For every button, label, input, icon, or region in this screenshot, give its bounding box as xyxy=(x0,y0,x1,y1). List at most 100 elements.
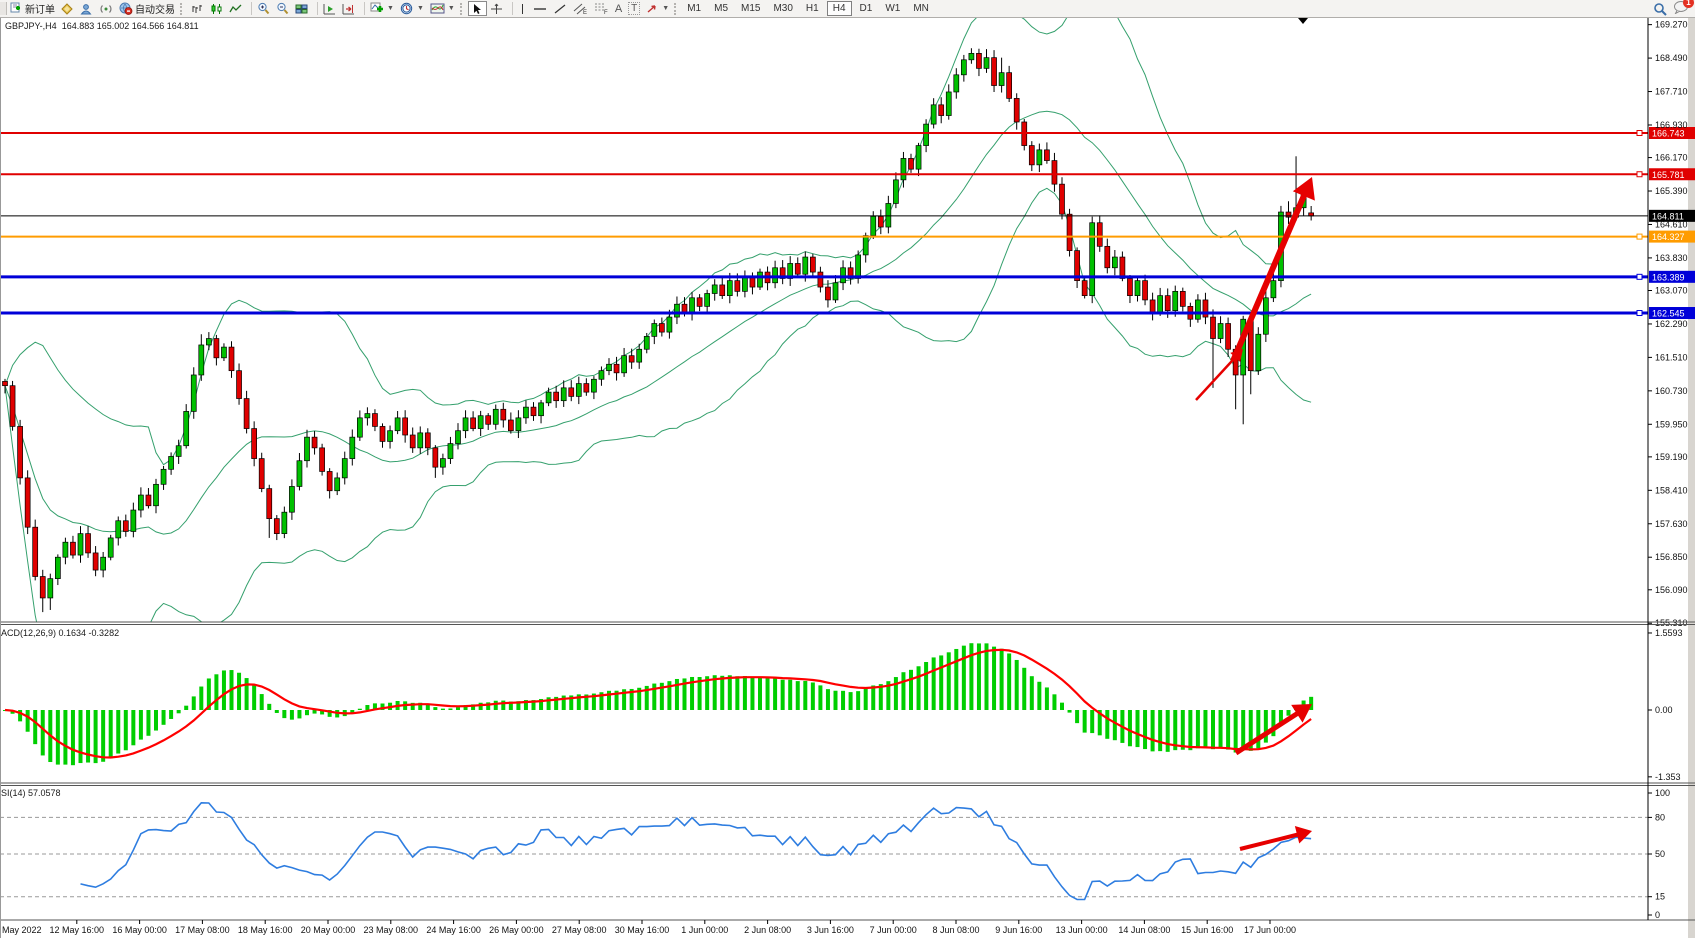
vline-tool-button[interactable] xyxy=(515,1,530,16)
price-tick-label: 168.490 xyxy=(1655,53,1688,63)
support-line-2-price-badge xyxy=(1649,307,1695,320)
profile-button[interactable] xyxy=(77,1,96,16)
chart-shift-marker[interactable] xyxy=(1298,18,1308,24)
time-tick-label: 14 Jun 08:00 xyxy=(1118,925,1170,935)
time-tick-label: 1 Jun 00:00 xyxy=(681,925,728,935)
auto-trading-button[interactable]: 自动交易 xyxy=(116,1,178,16)
crosshair-tool-button[interactable] xyxy=(487,1,506,16)
timeframe-M5[interactable]: M5 xyxy=(714,3,729,14)
pivot-line-handle[interactable] xyxy=(1636,233,1643,240)
price-tick-label: 158.410 xyxy=(1655,485,1688,495)
time-tick-label: 15 Jun 16:00 xyxy=(1181,925,1233,935)
rsi-tick-label: 0 xyxy=(1655,910,1660,920)
support-line-2-badge-label: 162.545 xyxy=(1652,309,1685,319)
seal-button[interactable] xyxy=(58,1,77,16)
fibonacci-tool-button[interactable]: F xyxy=(591,1,612,16)
support-line-2-handle[interactable] xyxy=(1636,310,1643,317)
cursor-icon xyxy=(473,3,481,14)
search-icon[interactable] xyxy=(1653,2,1667,16)
pivot-line-badge-label: 164.327 xyxy=(1652,232,1685,242)
timeframe-H1[interactable]: H1 xyxy=(805,3,819,14)
zoom-in-icon xyxy=(258,2,270,15)
bar-chart-icon xyxy=(192,4,202,13)
resistance-line-2-badge-label: 165.781 xyxy=(1652,170,1685,180)
rsi-arrow-head[interactable] xyxy=(1294,826,1312,844)
trend-arrow-thin[interactable] xyxy=(1195,355,1238,401)
auto-trading-icon xyxy=(119,2,133,15)
time-tick-label: 27 May 08:00 xyxy=(552,925,607,935)
zoom-out-icon xyxy=(277,2,289,15)
new-order-button[interactable]: 新订单 xyxy=(7,1,58,16)
vertical-line-icon xyxy=(521,3,523,14)
new-order-label: 新订单 xyxy=(25,5,55,16)
periods-button[interactable]: ▼ xyxy=(397,1,427,16)
text-tool-button[interactable]: A xyxy=(612,1,625,16)
macd-arrow[interactable] xyxy=(1234,710,1300,756)
bar-chart-button[interactable] xyxy=(188,1,207,16)
rsi-arrow[interactable] xyxy=(1239,832,1300,851)
toolbar-separator xyxy=(247,2,252,15)
toolbar-grip xyxy=(674,2,680,15)
arrows-tool-button[interactable]: ▼ xyxy=(643,1,672,16)
indicators-button[interactable]: ▼ xyxy=(367,1,397,16)
timeframe-M15[interactable]: M15 xyxy=(741,3,761,14)
current-price-line-badge-label: 164.811 xyxy=(1652,211,1684,221)
rsi-panel xyxy=(0,801,1648,901)
trend-arrow-main[interactable] xyxy=(1230,192,1308,363)
auto-scroll-icon xyxy=(323,3,335,14)
resistance-line-1-handle[interactable] xyxy=(1636,130,1643,136)
hline-tool-button[interactable] xyxy=(530,1,550,16)
dropdown-caret: ▼ xyxy=(662,5,670,12)
right-edge-strip xyxy=(1688,17,1695,938)
line-chart-button[interactable] xyxy=(226,1,245,16)
trendline-tool-button[interactable] xyxy=(550,1,570,16)
dropdown-caret: ▼ xyxy=(447,5,455,12)
svg-text:F: F xyxy=(604,10,608,15)
time-tick-label: 16 May 00:00 xyxy=(112,925,167,935)
timeframe-MN[interactable]: MN xyxy=(913,3,929,14)
timeframe-M1[interactable]: M1 xyxy=(687,3,702,14)
resistance-line-2-handle[interactable] xyxy=(1636,171,1643,178)
broadcast-button[interactable] xyxy=(96,1,116,16)
candlestick-chart-button[interactable] xyxy=(207,1,226,16)
time-tick-label: 24 May 16:00 xyxy=(426,925,481,935)
macd-panel xyxy=(3,643,1314,766)
label-tool-button[interactable]: T xyxy=(625,1,643,16)
zoom-in-button[interactable] xyxy=(254,1,273,16)
timeframe-W1[interactable]: W1 xyxy=(885,3,901,14)
notifications-button[interactable]: 1 xyxy=(1673,0,1694,17)
time-tick-label: 20 May 00:00 xyxy=(301,925,356,935)
zoom-out-button[interactable] xyxy=(273,1,292,16)
toolbar-separator xyxy=(360,2,365,15)
tile-windows-button[interactable] xyxy=(292,1,311,16)
templates-button[interactable]: ▼ xyxy=(427,1,458,16)
price-tick-label: 156.850 xyxy=(1655,552,1688,562)
timeframe-D1[interactable]: D1 xyxy=(859,3,873,14)
line-chart-icon xyxy=(229,4,242,12)
new-order-icon xyxy=(10,2,20,13)
chart-background xyxy=(0,17,1695,938)
price-tick-label: 165.390 xyxy=(1655,186,1688,196)
tile-windows-icon xyxy=(295,4,308,13)
macd-tick-label: 0.00 xyxy=(1655,705,1673,715)
price-tick-label: 159.190 xyxy=(1655,452,1688,462)
channel-tool-button[interactable]: E xyxy=(570,1,591,16)
support-line-1-handle[interactable] xyxy=(1636,273,1643,280)
time-tick-label: 26 May 00:00 xyxy=(489,925,544,935)
auto-scroll-button[interactable] xyxy=(320,1,339,16)
timeframe-M30[interactable]: M30 xyxy=(773,3,793,14)
trend-arrow-main-head[interactable] xyxy=(1292,177,1315,201)
resistance-line-1-price-badge xyxy=(1649,127,1695,139)
toolbar-separator xyxy=(313,2,318,15)
timeframe-H4[interactable]: H4 xyxy=(826,1,852,16)
horizontal-line-icon xyxy=(533,7,546,10)
time-tick-label: 13 Jun 00:00 xyxy=(1056,925,1108,935)
crosshair-icon xyxy=(490,3,502,14)
macd-arrow-head[interactable] xyxy=(1291,704,1312,723)
chart-shift-button[interactable] xyxy=(339,1,358,16)
price-tick-label: 169.270 xyxy=(1655,20,1688,30)
cursor-tool-button[interactable] xyxy=(467,1,487,16)
svg-text:E: E xyxy=(583,10,587,15)
